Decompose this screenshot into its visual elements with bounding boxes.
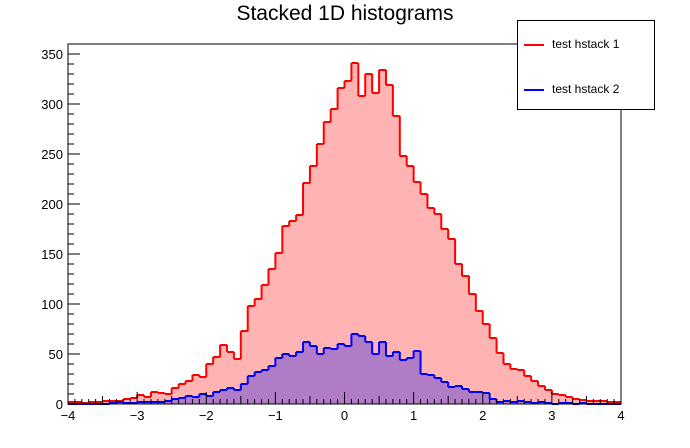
y-tick-label: 150 bbox=[41, 247, 63, 262]
legend-entry-hstack-1: test hstack 1 bbox=[518, 35, 654, 55]
y-tick-label: 250 bbox=[41, 147, 63, 162]
stack-layer-hstack-2 bbox=[68, 333, 621, 405]
legend-entry-hstack-2: test hstack 2 bbox=[518, 80, 654, 100]
x-tick-label: −3 bbox=[130, 408, 145, 423]
y-tick-label: 350 bbox=[41, 47, 63, 62]
legend-label-hstack-1: test hstack 1 bbox=[552, 37, 620, 51]
hstack-2-fill bbox=[68, 334, 621, 404]
y-axis-ticks: 0 50 100 150 200 250 300 350 bbox=[41, 43, 80, 412]
legend: test hstack 1 test hstack 2 bbox=[517, 20, 655, 110]
x-tick-label: −4 bbox=[61, 408, 76, 423]
x-axis-ticks: −4 −3 −2 −1 0 1 2 3 4 bbox=[61, 392, 625, 423]
y-tick-label: 100 bbox=[41, 297, 63, 312]
x-tick-label: −1 bbox=[268, 408, 283, 423]
y-tick-label: 50 bbox=[49, 347, 63, 362]
x-tick-label: −2 bbox=[199, 408, 214, 423]
legend-swatch-hstack-1 bbox=[524, 44, 544, 46]
legend-swatch-hstack-2 bbox=[524, 89, 544, 91]
x-tick-label: 2 bbox=[479, 408, 486, 423]
y-tick-label: 300 bbox=[41, 97, 63, 112]
x-tick-label: 0 bbox=[341, 408, 348, 423]
legend-label-hstack-2: test hstack 2 bbox=[552, 82, 620, 96]
x-tick-label: 3 bbox=[548, 408, 555, 423]
stack-layer-hstack-1 bbox=[68, 62, 621, 404]
x-tick-label: 1 bbox=[410, 408, 417, 423]
y-tick-label: 0 bbox=[56, 397, 63, 412]
chart-title: Stacked 1D histograms bbox=[236, 2, 454, 25]
y-tick-label: 200 bbox=[41, 197, 63, 212]
x-tick-label: 4 bbox=[617, 408, 624, 423]
